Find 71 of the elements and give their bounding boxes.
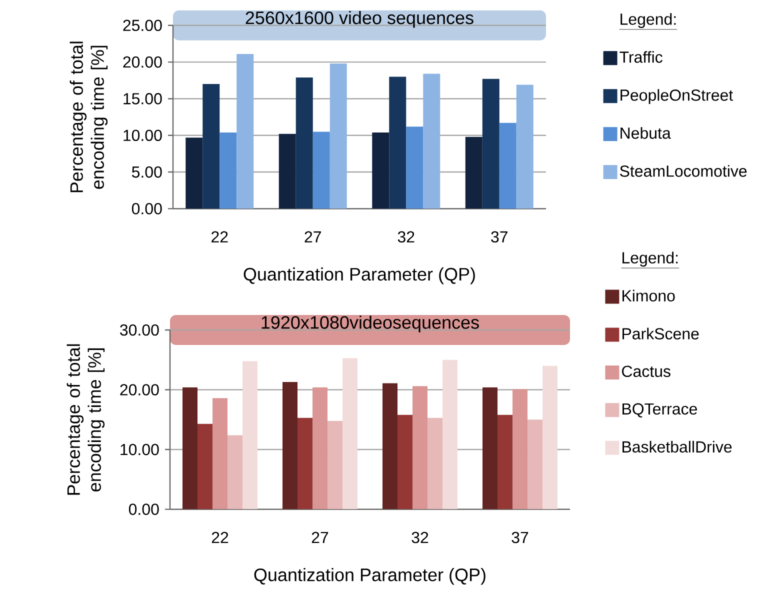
y-tick-label: 30.00 [120,324,159,336]
bar [423,74,440,209]
y-axis-title: Percentage of total encoding time [%] [70,42,108,192]
legend-title: Legend: [620,13,676,28]
bar [212,398,228,510]
x-tick-label: 27 [304,231,321,242]
bar [428,418,443,510]
bar [465,136,482,209]
bar [182,387,198,510]
x-tick-label: 37 [512,532,528,544]
bar [398,414,413,510]
y-tick-label: 15.00 [124,93,162,104]
bar [312,387,328,510]
x-axis-title: Quantization Parameter (QP) [254,568,486,585]
y-tick-label: 25.00 [123,20,162,32]
bar [406,126,424,209]
x-tick-label: 32 [398,231,414,243]
bar [542,366,558,510]
y-tick-label: 10.00 [120,444,159,456]
legend-label: BQTerrace [622,403,697,418]
bar [482,387,498,510]
bar [382,383,398,510]
bar [242,361,258,510]
legend-label: Kimono [622,290,675,302]
legend-label: Cactus [622,366,670,378]
bar [412,386,428,510]
legend-label: PeopleOnStreet [620,89,734,104]
legend-label: Traffic [620,51,662,63]
bar [389,76,406,209]
bar [498,414,513,510]
x-axis-title: Quantization Parameter (QP) [244,267,475,284]
chart-title: 1920x1080videosequences [262,316,479,332]
bar [330,64,347,209]
bar [512,389,528,510]
legend-label: SteamLocomotive [620,165,747,177]
y-tick-label: 0.00 [132,203,162,214]
y-tick-label: 0.00 [128,504,159,515]
bar [442,360,458,510]
bar [296,77,313,209]
bar [499,122,516,209]
legend-title: Legend: [622,252,678,267]
bar [228,435,243,510]
x-tick-label: 37 [491,231,508,243]
bar [516,84,534,209]
chart-title: 2560x1600 video sequences [246,11,474,28]
bar [328,420,342,510]
legend-label: ParkScene [622,328,699,340]
y-tick-label: 10.00 [124,130,162,142]
bar [312,132,330,209]
bar [482,78,500,209]
y-tick-label: 20.00 [123,56,162,68]
x-tick-label: 22 [212,532,228,544]
bar [198,424,212,510]
bar [282,382,298,510]
bar [278,134,296,209]
x-tick-label: 22 [212,231,228,242]
x-tick-label: 27 [312,532,328,544]
bar [342,358,358,510]
y-axis-title: Percentage of total encoding time [%] [66,344,105,495]
bar [202,84,220,209]
bar [298,418,313,510]
bar [372,132,390,209]
legend-label: Nebuta [620,127,671,139]
y-tick-label: 20.00 [120,384,159,396]
y-tick-label: 5.00 [132,166,162,178]
bar [528,420,543,510]
bar [236,54,254,209]
legend-label: BasketballDrive [622,440,732,453]
bar [186,138,203,209]
bar [220,132,237,209]
x-tick-label: 32 [412,532,428,544]
